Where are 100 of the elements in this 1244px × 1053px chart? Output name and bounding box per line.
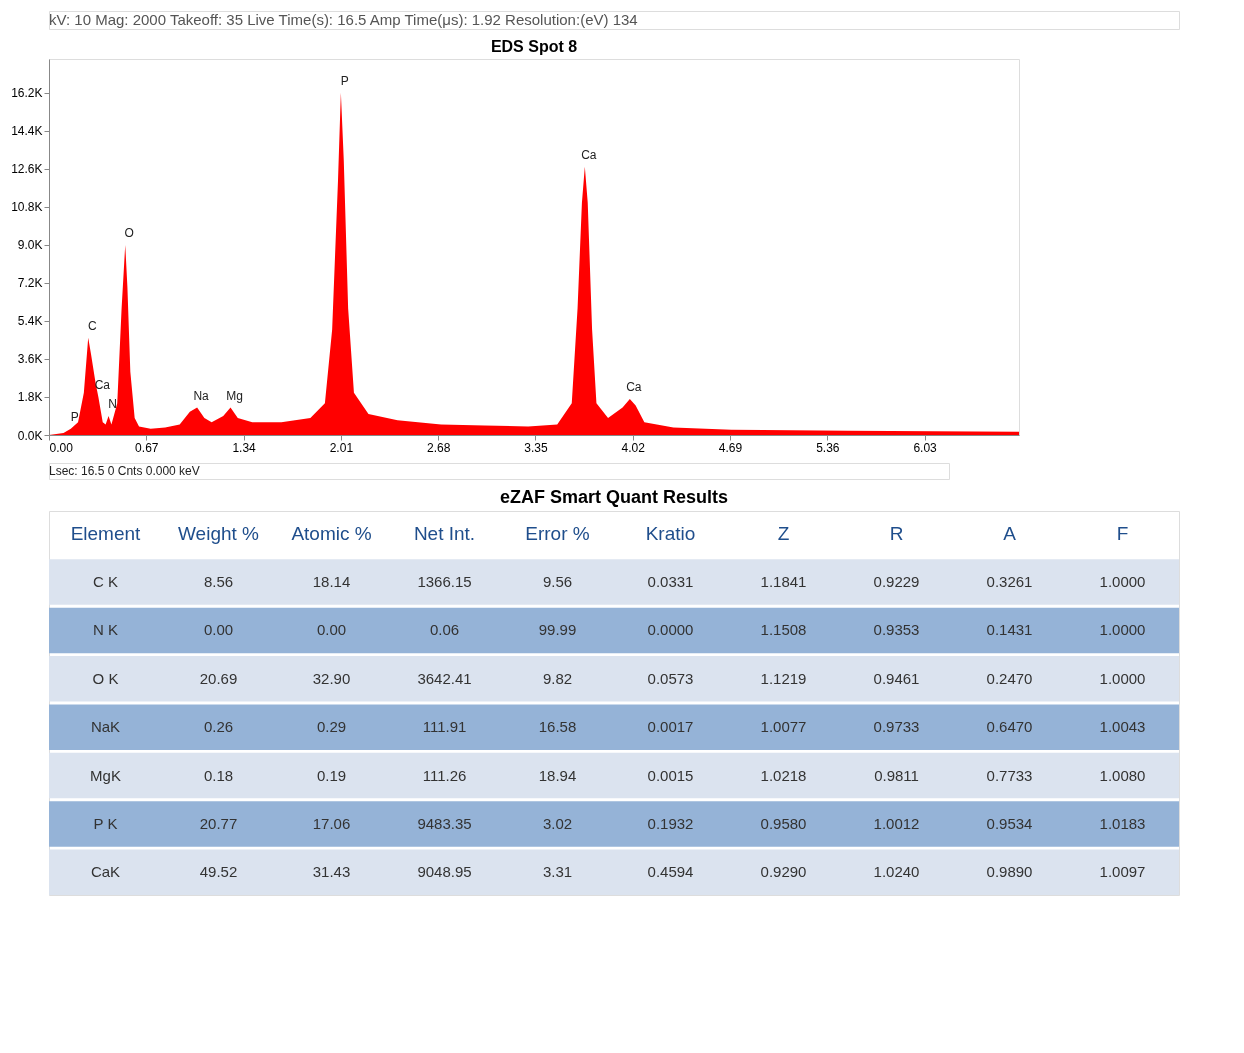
category-label: Error %: [525, 522, 590, 544]
text: 0.26: [203, 718, 234, 736]
text: 0.0573: [647, 669, 694, 687]
text: 0.9290: [760, 863, 807, 881]
x-tick-label: 0.00: [49, 440, 74, 455]
text: 31.43: [312, 863, 351, 881]
y-tick-label: 7.2K: [17, 276, 43, 291]
annotation: Mg: [226, 388, 243, 403]
text: Lsec: 16.5 0 Cnts 0.000 keV: [49, 464, 200, 478]
category-label: Element: [70, 522, 142, 544]
text: kV: 10 Mag: 2000 Takeoff: 35 Live Time(s): 16.5 Amp Time(μs): 1.92 Resolution:(eV) 134: [49, 11, 638, 28]
y-tick-label: 0.0K: [17, 428, 43, 443]
text: 3.02: [542, 814, 573, 832]
text: 0.00: [203, 621, 234, 639]
text: 9.56: [542, 573, 573, 591]
text: 99.99: [538, 621, 577, 639]
text: 0.3261: [986, 573, 1033, 591]
annotation: C: [87, 318, 97, 333]
x-tick-label: 4.69: [718, 440, 743, 455]
text: 18.94: [538, 766, 577, 784]
text: 18.14: [312, 573, 351, 591]
chart-title: EDS Spot 8: [490, 38, 578, 55]
text: 1.0043: [1099, 718, 1146, 736]
text: 1.0000: [1099, 669, 1146, 687]
category-label: R: [889, 522, 904, 544]
text: 16.58: [538, 718, 577, 736]
text: 111.26: [422, 766, 467, 784]
annotation: P: [70, 409, 79, 424]
x-tick-label: 6.03: [913, 440, 938, 455]
y-tick-label: 10.8K: [11, 200, 43, 215]
category-label: A: [1003, 522, 1017, 544]
category-label: CaK: [90, 863, 121, 881]
text: 1.0077: [760, 718, 807, 736]
x-tick-label: 3.35: [524, 440, 548, 455]
text: 1.0183: [1099, 814, 1146, 832]
y-tick-label: 14.4K: [11, 124, 43, 139]
text: 0.9733: [873, 718, 920, 736]
text: 0.9580: [760, 814, 807, 832]
text: 8.56: [203, 573, 234, 591]
category-label: MgK: [90, 766, 121, 784]
text: 1.1841: [760, 573, 807, 591]
text: 1.0000: [1099, 573, 1146, 591]
text: 0.9229: [873, 573, 920, 591]
category-label: NaK: [90, 718, 121, 736]
text: 0.0000: [647, 621, 694, 639]
text: 0.2470: [986, 669, 1033, 687]
text: 0.9890: [986, 863, 1033, 881]
text: 1.0000: [1099, 621, 1146, 639]
y-tick-label: 1.8K: [17, 390, 43, 405]
text: 1.0240: [873, 863, 920, 881]
text: 0.29: [316, 718, 347, 736]
text: 0.19: [316, 766, 347, 784]
category-label: C K: [92, 573, 119, 591]
y-tick-label: 12.6K: [11, 162, 43, 177]
text: 0.0015: [647, 766, 694, 784]
y-tick-label: 9.0K: [17, 238, 43, 253]
y-tick-label: 5.4K: [17, 314, 43, 329]
text: 20.69: [199, 669, 238, 687]
text: 0.00: [316, 621, 347, 639]
text: 0.18: [203, 766, 234, 784]
text: 17.06: [312, 814, 351, 832]
x-tick-label: 0.67: [135, 440, 159, 455]
text: 0.4594: [647, 863, 694, 881]
category-label: Net Int.: [413, 522, 476, 544]
text: 3642.41: [417, 669, 472, 687]
text: 0.9534: [986, 814, 1033, 832]
category-label: F: [1116, 522, 1129, 544]
category-label: P K: [93, 814, 118, 832]
annotation: O: [124, 225, 134, 240]
text: 32.90: [312, 669, 351, 687]
text: 1.1219: [760, 669, 807, 687]
y-tick-label: 16.2K: [11, 86, 43, 101]
text: 111.91: [422, 718, 467, 736]
annotation: Ca: [626, 380, 642, 395]
text: 1.0097: [1099, 863, 1146, 881]
x-tick-label: 1.34: [232, 440, 257, 455]
text: 0.1932: [647, 814, 694, 832]
category-label: Weight %: [178, 522, 260, 544]
text: 9.82: [542, 669, 573, 687]
annotation: N: [108, 396, 117, 411]
text: 0.1431: [986, 621, 1033, 639]
text: 0.0331: [647, 573, 694, 591]
text: 0.0017: [647, 718, 694, 736]
text: 0.9461: [873, 669, 920, 687]
y-tick-label: 3.6K: [17, 352, 43, 367]
category-label: O K: [92, 669, 119, 687]
text: eZAF Smart Quant Results: [499, 487, 729, 507]
text: 0.7733: [986, 766, 1033, 784]
text: 1.1508: [760, 621, 807, 639]
text: 1.0218: [760, 766, 807, 784]
text: 9483.35: [417, 814, 472, 832]
text: 49.52: [199, 863, 238, 881]
text: 20.77: [199, 814, 238, 832]
category-label: Kratio: [645, 522, 696, 544]
text: 0.9811: [874, 766, 919, 784]
x-tick-label: 2.01: [329, 440, 354, 455]
text: 0.9353: [873, 621, 920, 639]
category-label: N K: [92, 621, 119, 639]
text: 1.0080: [1099, 766, 1146, 784]
text: 1366.15: [417, 573, 472, 591]
